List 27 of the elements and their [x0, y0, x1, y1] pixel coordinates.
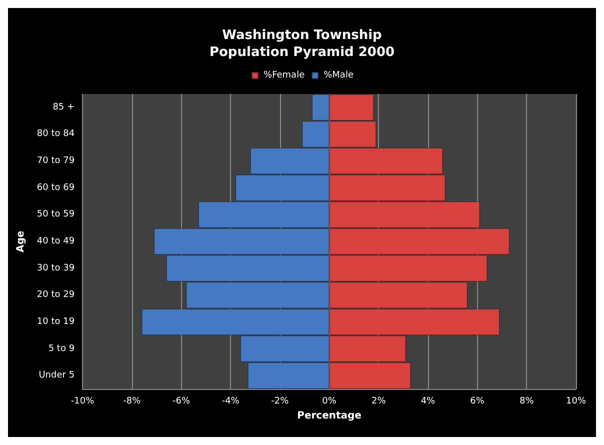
x-tick-label: 6% — [470, 396, 485, 406]
y-tick-label: Under 5 — [38, 370, 75, 381]
chart-title: Washington Township Population Pyramid 2000 — [209, 28, 395, 60]
y-tick-label: 80 to 84 — [36, 129, 75, 140]
x-tick-label: 0% — [322, 396, 337, 406]
y-tick-label: 5 to 9 — [48, 344, 75, 354]
x-axis-title: Percentage — [297, 410, 362, 422]
x-tick-label: 4% — [420, 396, 436, 406]
x-tick-label: 8% — [520, 396, 534, 406]
y-tick-label: 40 to 49 — [36, 236, 75, 246]
x-tick-label: -10% — [70, 396, 95, 406]
y-tick-label: 20 to 29 — [36, 290, 75, 300]
legend-label: %Male — [324, 70, 354, 80]
y-tick-label: 60 to 69 — [36, 182, 75, 193]
x-tick-label: -4% — [222, 396, 240, 406]
legend-label: %Female — [264, 70, 306, 80]
y-tick-label: 50 to 59 — [36, 210, 75, 220]
y-tick-label: 70 to 79 — [36, 156, 75, 166]
x-tick-label: -8% — [123, 396, 142, 406]
y-tick-label: 85 + — [52, 102, 75, 112]
y-tick-label: 30 to 39 — [36, 263, 75, 274]
y-tick-label: 10 to 19 — [36, 316, 75, 327]
y-axis-title: Age — [16, 230, 26, 252]
x-tick-label: 2% — [371, 396, 386, 406]
x-tick-label: -6% — [172, 396, 190, 406]
x-tick-label: 10% — [566, 396, 586, 406]
x-tick-label: -2% — [271, 396, 290, 406]
